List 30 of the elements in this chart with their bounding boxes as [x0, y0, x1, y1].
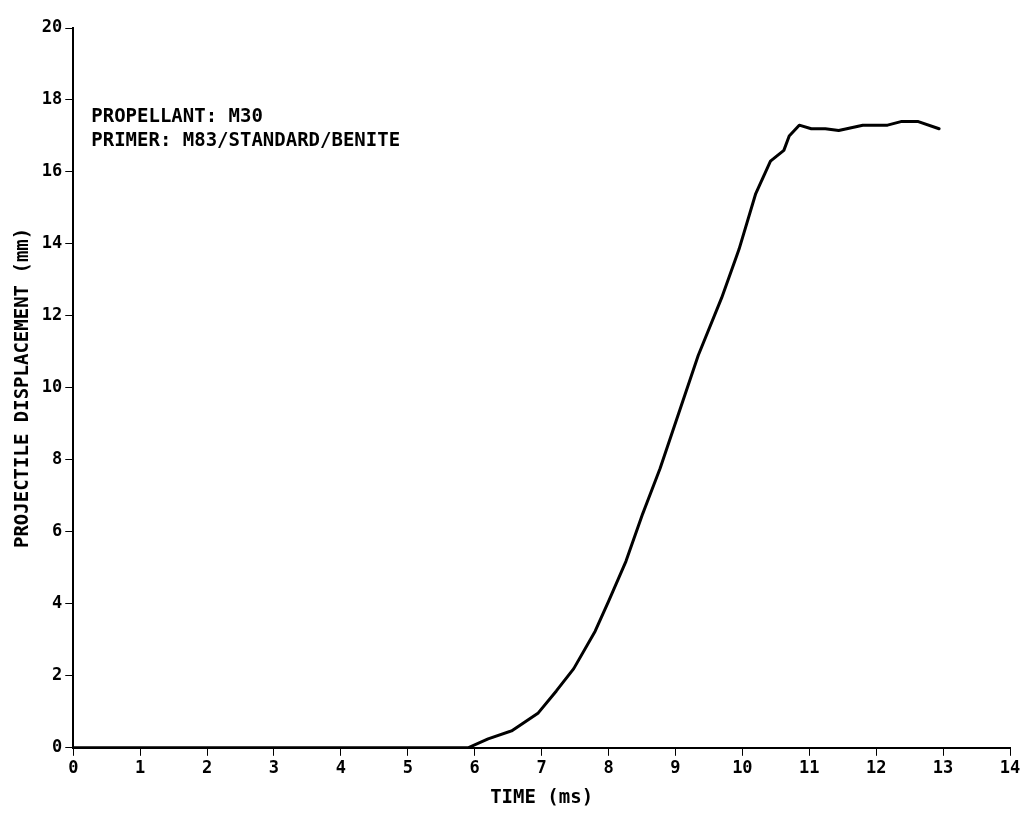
y-tick-label: 18: [41, 88, 63, 109]
x-axis-title: TIME (ms): [490, 784, 594, 807]
y-tick-label: 14: [41, 232, 63, 253]
x-tick-label: 5: [402, 757, 413, 778]
y-axis-title: PROJECTILE DISPLACEMENT (mm): [10, 227, 33, 549]
x-tick-label: 2: [201, 757, 213, 778]
x-tick-label: 12: [865, 757, 887, 778]
x-tick-label: 10: [732, 757, 753, 778]
annotation: PROPELLANT: M30: [91, 104, 263, 127]
x-tick-label: 14: [999, 757, 1021, 778]
y-tick-label: 12: [41, 304, 63, 325]
x-tick-label: 13: [932, 757, 954, 778]
y-tick-label: 10: [41, 376, 63, 397]
y-tick-label: 16: [41, 160, 63, 181]
x-tick-label: 4: [335, 757, 347, 778]
x-tick-label: 8: [603, 757, 614, 778]
x-tick-label: 6: [469, 757, 480, 778]
y-tick-label: 2: [52, 664, 63, 685]
x-tick-label: 3: [268, 757, 280, 778]
x-tick-label: 9: [670, 757, 681, 778]
annotation: PRIMER: M83/STANDARD/BENITE: [91, 128, 401, 151]
x-tick-label: 1: [135, 757, 146, 778]
y-tick-label: 20: [41, 16, 63, 37]
x-tick-label: 11: [799, 757, 820, 778]
x-tick-label: 7: [536, 757, 547, 778]
y-tick-label: 6: [52, 520, 63, 541]
y-tick-label: 4: [52, 592, 63, 613]
x-tick-label: 0: [68, 757, 79, 778]
y-tick-label: 0: [52, 736, 63, 757]
y-tick-label: 8: [52, 448, 63, 469]
